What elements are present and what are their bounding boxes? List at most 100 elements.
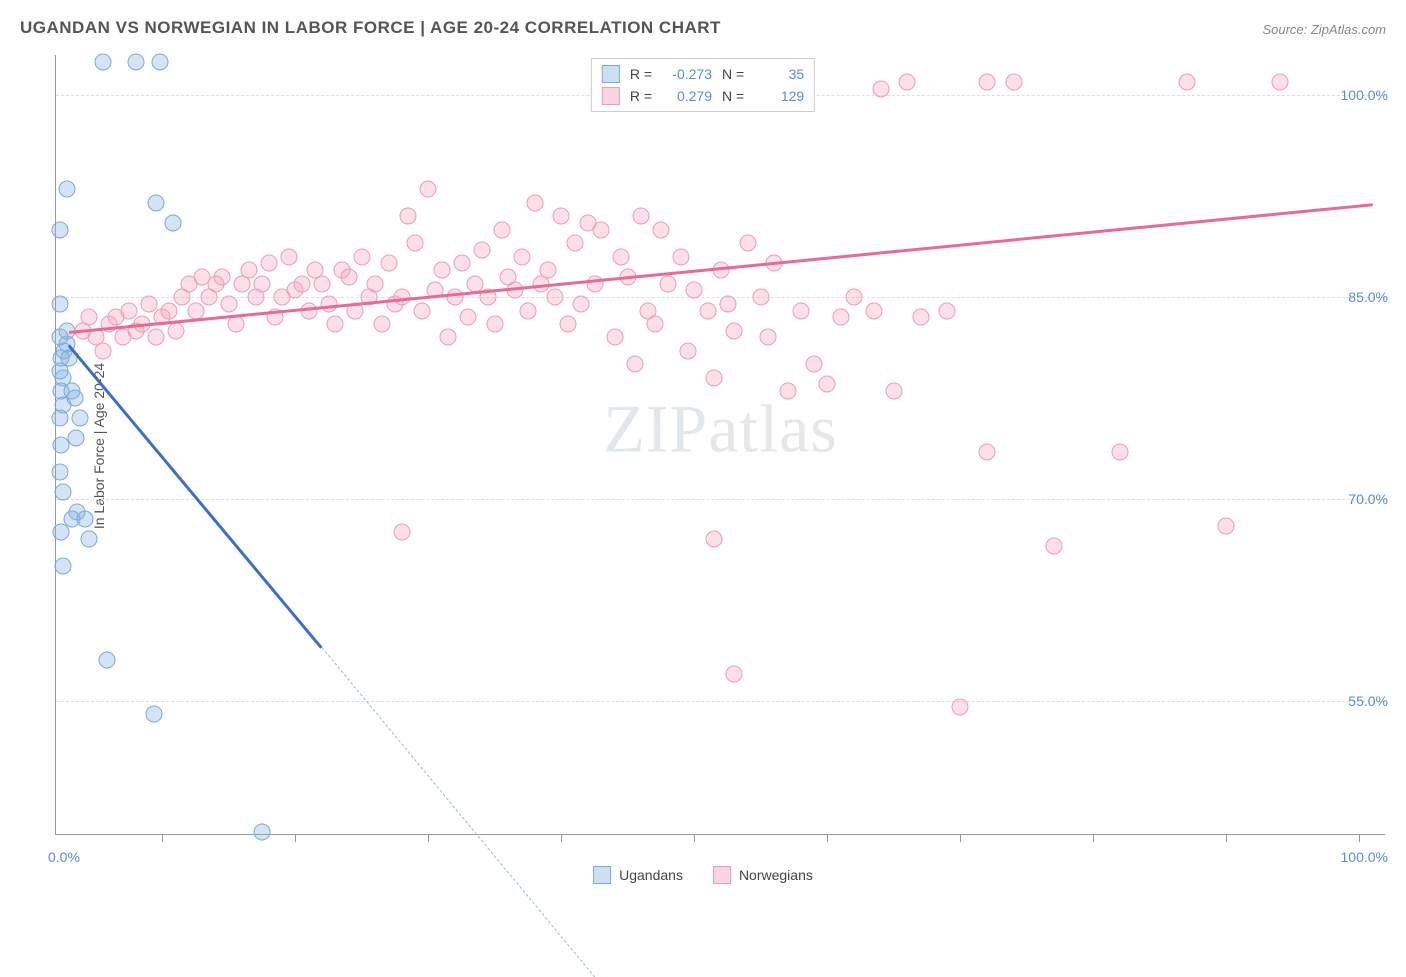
point-ugandan — [94, 53, 111, 70]
trendline-ugandans-extrapolated — [322, 647, 595, 977]
gridline — [56, 499, 1385, 500]
point-norwegian — [214, 268, 231, 285]
point-norwegian — [865, 302, 882, 319]
x-axis-max-label: 100.0% — [1341, 849, 1388, 865]
point-ugandan — [51, 295, 68, 312]
point-norwegian — [806, 356, 823, 373]
point-norwegian — [1045, 537, 1062, 554]
point-ugandan — [51, 463, 68, 480]
point-norwegian — [373, 315, 390, 332]
legend-item-norwegians: Norwegians — [713, 866, 813, 884]
point-norwegian — [81, 309, 98, 326]
point-norwegian — [792, 302, 809, 319]
point-norwegian — [420, 181, 437, 198]
point-ugandan — [66, 389, 83, 406]
point-ugandan — [151, 53, 168, 70]
point-norwegian — [626, 356, 643, 373]
point-norwegian — [979, 73, 996, 90]
point-norwegian — [653, 221, 670, 238]
x-tick — [561, 834, 562, 842]
point-norwegian — [566, 235, 583, 252]
point-norwegian — [161, 302, 178, 319]
point-ugandan — [58, 181, 75, 198]
point-norwegian — [979, 443, 996, 460]
legend-n-value-ugandans: 35 — [754, 66, 804, 82]
gridline — [56, 701, 1385, 702]
point-norwegian — [493, 221, 510, 238]
point-norwegian — [413, 302, 430, 319]
point-norwegian — [460, 309, 477, 326]
point-norwegian — [260, 255, 277, 272]
x-tick — [162, 834, 163, 842]
point-norwegian — [254, 275, 271, 292]
point-norwegian — [440, 329, 457, 346]
point-norwegian — [872, 80, 889, 97]
swatch-norwegians — [602, 87, 620, 105]
point-norwegian — [407, 235, 424, 252]
point-norwegian — [227, 315, 244, 332]
legend-r-value-norwegians: 0.279 — [662, 88, 712, 104]
point-ugandan — [71, 410, 88, 427]
point-norwegian — [952, 699, 969, 716]
x-tick — [1359, 834, 1360, 842]
point-norwegian — [846, 289, 863, 306]
point-norwegian — [1218, 517, 1235, 534]
point-ugandan — [146, 705, 163, 722]
point-norwegian — [560, 315, 577, 332]
point-norwegian — [699, 302, 716, 319]
point-norwegian — [380, 255, 397, 272]
point-norwegian — [586, 275, 603, 292]
point-ugandan — [51, 363, 68, 380]
point-norwegian — [447, 289, 464, 306]
swatch-ugandans — [602, 65, 620, 83]
legend-item-ugandans: Ugandans — [593, 866, 683, 884]
correlation-legend: R = -0.273 N = 35 R = 0.279 N = 129 — [591, 58, 815, 112]
plot-area: ZIPatlas — [55, 55, 1385, 835]
swatch-ugandans-bottom — [593, 866, 611, 884]
point-norwegian — [673, 248, 690, 265]
watermark-zip: ZIP — [603, 390, 708, 466]
legend-label-norwegians: Norwegians — [739, 867, 813, 883]
point-norwegian — [885, 383, 902, 400]
point-norwegian — [367, 275, 384, 292]
point-norwegian — [726, 665, 743, 682]
point-norwegian — [400, 208, 417, 225]
point-norwegian — [340, 268, 357, 285]
point-norwegian — [473, 242, 490, 259]
point-norwegian — [659, 275, 676, 292]
point-norwegian — [912, 309, 929, 326]
y-tick-label: 55.0% — [1348, 693, 1388, 709]
x-tick — [1226, 834, 1227, 842]
legend-r-label: R = — [630, 66, 652, 82]
point-norwegian — [573, 295, 590, 312]
point-norwegian — [320, 295, 337, 312]
point-ugandan — [254, 824, 271, 841]
y-tick-label: 85.0% — [1348, 289, 1388, 305]
point-norwegian — [147, 329, 164, 346]
point-norwegian — [646, 315, 663, 332]
y-tick-label: 70.0% — [1348, 491, 1388, 507]
point-norwegian — [606, 329, 623, 346]
x-tick — [827, 834, 828, 842]
watermark-atlas: atlas — [708, 390, 838, 466]
chart-container: UGANDAN VS NORWEGIAN IN LABOR FORCE | AG… — [0, 0, 1406, 892]
point-norwegian — [633, 208, 650, 225]
point-norwegian — [121, 302, 138, 319]
x-tick — [694, 834, 695, 842]
point-norwegian — [327, 315, 344, 332]
point-ugandan — [81, 531, 98, 548]
point-norwegian — [220, 295, 237, 312]
point-norwegian — [706, 369, 723, 386]
x-tick — [295, 834, 296, 842]
point-norwegian — [513, 248, 530, 265]
swatch-norwegians-bottom — [713, 866, 731, 884]
point-norwegian — [719, 295, 736, 312]
point-norwegian — [779, 383, 796, 400]
point-ugandan — [54, 484, 71, 501]
point-norwegian — [752, 289, 769, 306]
point-norwegian — [593, 221, 610, 238]
point-ugandan — [67, 430, 84, 447]
point-norwegian — [679, 342, 696, 359]
legend-r-label: R = — [630, 88, 652, 104]
point-norwegian — [393, 524, 410, 541]
